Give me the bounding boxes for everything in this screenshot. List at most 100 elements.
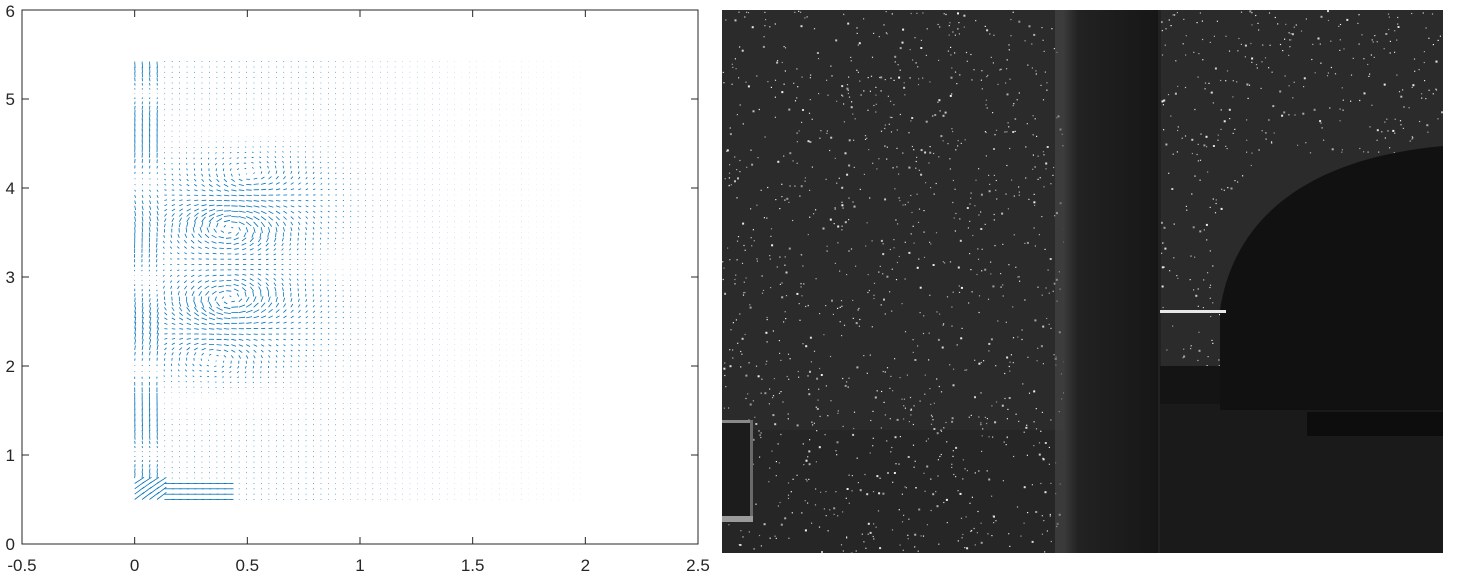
velocity-vector [156, 227, 158, 232]
velocity-vector [179, 347, 183, 351]
velocity-vector [183, 246, 187, 249]
velocity-vector [186, 221, 189, 228]
velocity-vector [179, 178, 182, 181]
velocity-vector [149, 165, 151, 169]
velocity-vector [230, 173, 233, 177]
velocity-vector [238, 200, 245, 202]
velocity-vector [171, 338, 176, 340]
velocity-vector [164, 173, 166, 176]
velocity-vector [281, 268, 284, 271]
velocity-vector [208, 349, 214, 351]
velocity-vector [216, 322, 223, 325]
velocity-vector [258, 268, 262, 271]
velocity-vector [149, 464, 151, 468]
velocity-vector [253, 338, 258, 341]
velocity-vector [193, 184, 198, 187]
velocity-vector [198, 233, 202, 239]
velocity-vector [283, 205, 288, 208]
velocity-vector [149, 472, 151, 479]
velocity-vector [198, 274, 202, 277]
velocity-vector [134, 302, 136, 308]
velocity-vector [327, 227, 330, 229]
velocity-vector [223, 224, 226, 228]
velocity-vector [223, 173, 226, 178]
velocity-vector [267, 151, 269, 153]
velocity-vector [149, 205, 152, 210]
velocity-vector [275, 165, 277, 169]
velocity-vector [192, 369, 195, 372]
velocity-vector [259, 156, 262, 159]
velocity-vector [357, 172, 359, 175]
velocity-vector [327, 177, 330, 180]
velocity-vector [216, 218, 223, 223]
velocity-vector [268, 344, 272, 347]
velocity-vector [312, 322, 316, 324]
velocity-vector [223, 349, 229, 352]
velocity-vector [156, 259, 158, 263]
velocity-vector [327, 167, 329, 169]
velocity-vector [184, 274, 187, 277]
velocity-vector [290, 321, 294, 324]
velocity-vector [257, 253, 262, 256]
velocity-vector [220, 230, 225, 233]
velocity-vector [149, 322, 152, 329]
velocity-vector [268, 360, 270, 364]
velocity-vector [312, 221, 315, 225]
velocity-vector [266, 156, 269, 159]
velocity-vector [273, 273, 277, 276]
velocity-vector [275, 221, 279, 227]
velocity-vector [312, 166, 314, 169]
velocity-vector [185, 363, 188, 367]
velocity-vector [304, 248, 307, 251]
velocity-vector [246, 344, 251, 347]
velocity-vector [268, 315, 273, 319]
velocity-vector [141, 216, 144, 222]
velocity-vector [283, 309, 287, 313]
velocity-vector [237, 381, 240, 384]
velocity-vector [250, 268, 254, 271]
velocity-vector [216, 209, 224, 212]
velocity-vector [179, 212, 183, 217]
velocity-vector [216, 354, 219, 357]
velocity-vector [268, 182, 273, 185]
velocity-vector [274, 237, 277, 242]
velocity-vector [327, 216, 330, 218]
velocity-vector [134, 306, 136, 313]
velocity-vector [171, 178, 174, 181]
velocity-vector [170, 369, 173, 372]
velocity-vector [170, 240, 173, 244]
velocity-vector [169, 280, 173, 283]
velocity-vector [179, 189, 183, 191]
velocity-vector [250, 286, 254, 292]
velocity-vector [267, 146, 269, 148]
velocity-vector [238, 355, 241, 359]
velocity-vector [164, 358, 166, 361]
velocity-vector [222, 146, 225, 148]
velocity-vector [237, 376, 240, 379]
velocity-vector [260, 355, 263, 359]
velocity-vector [201, 212, 208, 217]
velocity-vector [233, 288, 239, 292]
velocity-vector [246, 338, 251, 341]
velocity-vector [296, 278, 299, 281]
velocity-vector [238, 304, 246, 308]
velocity-vector [297, 221, 301, 225]
velocity-vector [274, 160, 277, 164]
velocity-vector [162, 258, 165, 260]
velocity-vector [186, 307, 191, 312]
velocity-vector [231, 178, 235, 182]
velocity-vector [265, 253, 269, 256]
velocity-vector [213, 228, 217, 233]
velocity-vector [305, 182, 309, 185]
velocity-vector [208, 213, 216, 217]
velocity-vector [208, 189, 214, 192]
velocity-vector [164, 168, 166, 170]
velocity-vector [342, 221, 344, 223]
velocity-vector [201, 301, 205, 308]
velocity-vector [141, 316, 144, 324]
velocity-vector [179, 312, 183, 316]
velocity-vector [342, 226, 344, 229]
velocity-vector [201, 216, 206, 223]
velocity-vector [275, 182, 280, 185]
velocity-vector [253, 355, 256, 359]
